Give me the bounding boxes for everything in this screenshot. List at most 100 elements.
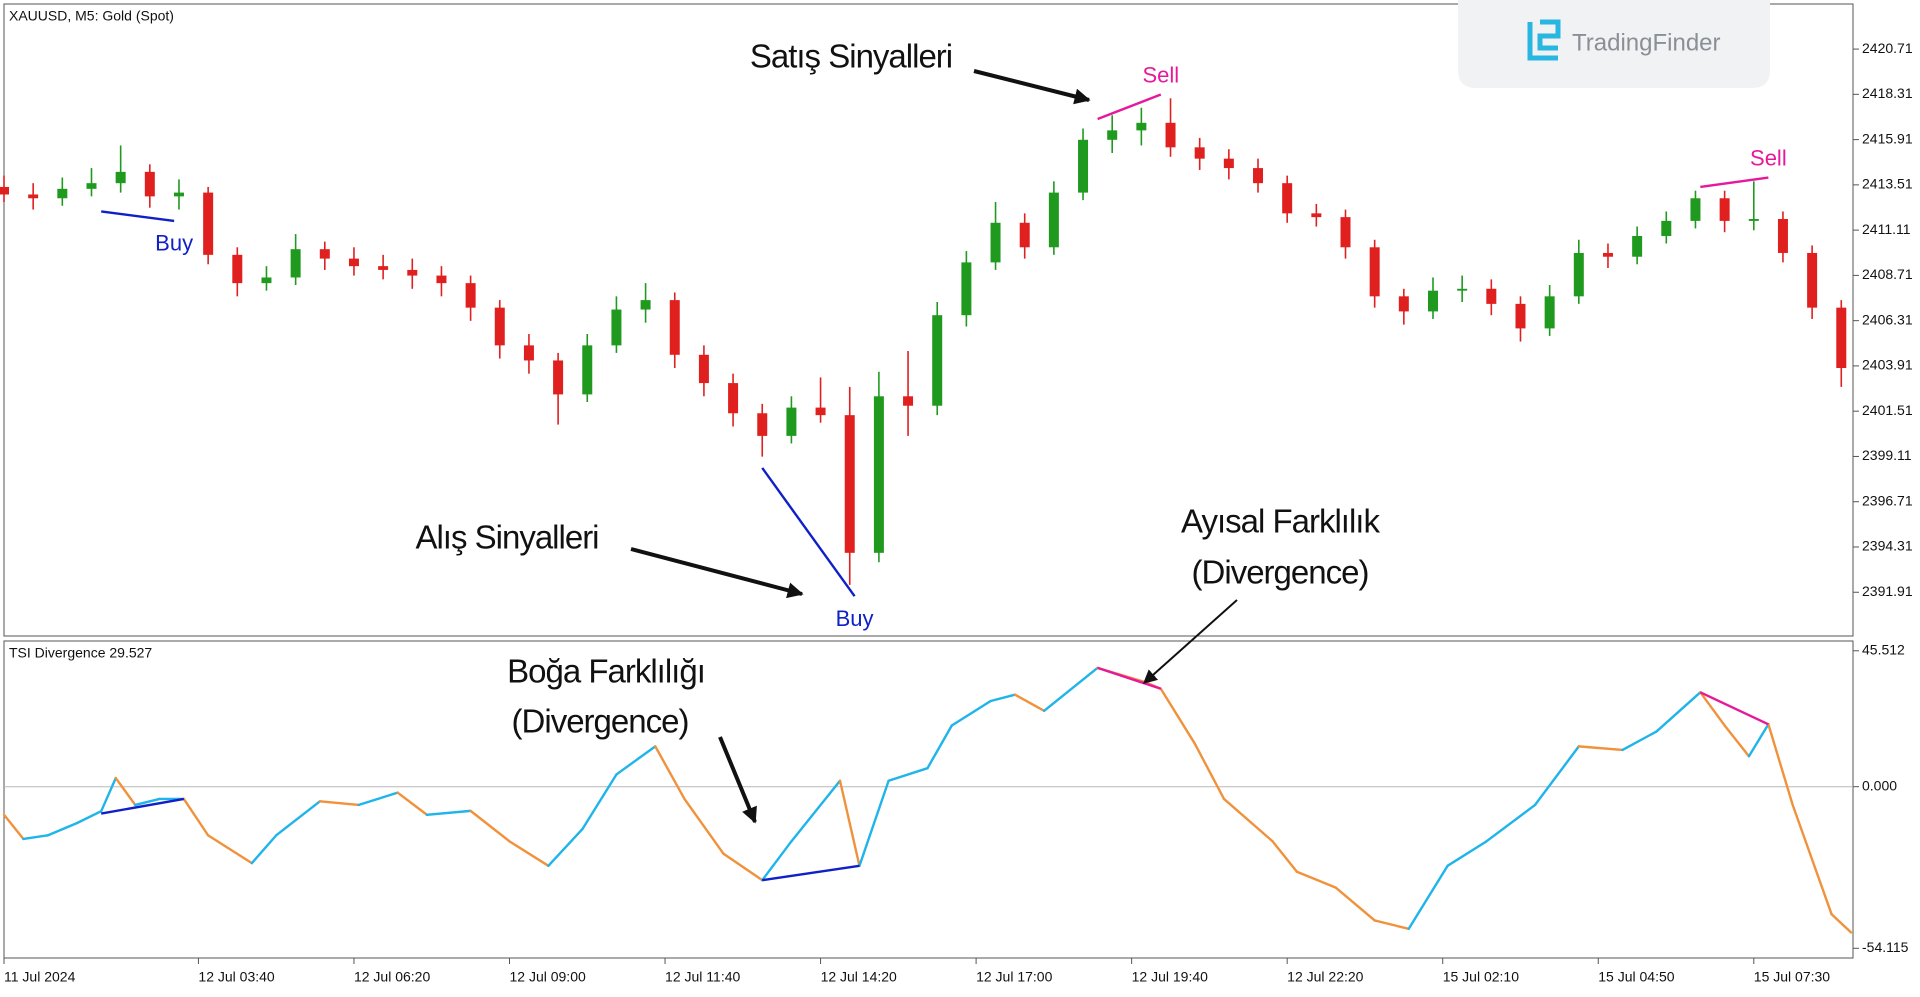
tsi-segment xyxy=(1699,691,1726,727)
marks xyxy=(0,93,1853,934)
candle-body xyxy=(1165,122,1176,148)
tsi-segment xyxy=(581,773,618,831)
signal-line xyxy=(1097,666,1162,690)
candle-body xyxy=(553,360,564,395)
candle-body xyxy=(232,254,243,284)
tsi-segment xyxy=(1407,864,1449,931)
candle-body xyxy=(1019,222,1030,248)
tsi-segment xyxy=(926,724,954,770)
tsi-segment xyxy=(508,840,550,868)
tsi-segment xyxy=(182,797,210,837)
tsi-segment xyxy=(2,813,25,841)
x-tick-label: 12 Jul 03:40 xyxy=(198,969,274,985)
tsi-segment xyxy=(1334,886,1376,922)
tsi-segment xyxy=(1042,666,1099,713)
candle-body xyxy=(28,194,39,199)
tsi-segment xyxy=(114,776,137,807)
candle-body xyxy=(1486,288,1497,304)
tsi-segment xyxy=(615,745,657,776)
x-tick-label: 12 Jul 17:00 xyxy=(976,969,1052,985)
candle-body xyxy=(1427,290,1438,312)
tsi-segment xyxy=(547,827,584,868)
y-tick-label: 2399.11 xyxy=(1862,447,1912,463)
tsi-segment xyxy=(761,840,793,882)
annotation-arrow xyxy=(718,736,757,824)
tsi-segment xyxy=(1577,745,1624,752)
y-tick-label: 2396.71 xyxy=(1862,492,1913,508)
signal-line xyxy=(1699,691,1769,726)
tsi-segment xyxy=(1159,687,1197,745)
candle-body xyxy=(261,277,272,284)
tsi-segment xyxy=(250,834,278,865)
annotation-arrow xyxy=(1142,599,1238,684)
candle-body xyxy=(1573,252,1584,297)
candle-body xyxy=(786,407,797,436)
tsi-segment xyxy=(1446,840,1488,868)
candle-body xyxy=(348,258,359,267)
candle-body xyxy=(1107,130,1118,140)
signal-line xyxy=(101,210,175,223)
candle-body xyxy=(1719,198,1730,221)
candle-body xyxy=(1748,219,1759,221)
y-tick-label: 2401.51 xyxy=(1862,402,1913,418)
y-tick-label: -54.115 xyxy=(1862,939,1909,955)
candle-body xyxy=(757,413,768,436)
candle-body xyxy=(1048,192,1059,248)
x-tick-label: 15 Jul 02:10 xyxy=(1443,969,1519,985)
candle-body xyxy=(203,192,214,255)
y-tick-label: 2420.71 xyxy=(1862,40,1913,56)
candle-body xyxy=(669,300,680,355)
candle-body xyxy=(1311,213,1322,218)
tsi-segment xyxy=(22,834,49,841)
candle-body xyxy=(815,407,826,416)
signal-label: Sell xyxy=(1750,145,1787,170)
candle-body xyxy=(1777,219,1788,253)
candle-body xyxy=(494,307,505,346)
tsi-segment xyxy=(425,809,472,816)
y-tick-label: 2394.31 xyxy=(1862,538,1913,554)
y-tick-label: 2413.51 xyxy=(1862,176,1913,192)
tsi-segment xyxy=(1533,745,1581,807)
tsi-segment xyxy=(1830,912,1853,934)
candle-body xyxy=(844,415,855,553)
tsi-segment xyxy=(1655,691,1702,733)
annotation: (Divergence) xyxy=(512,703,689,740)
annotation: Ayısal Farklılık xyxy=(1181,503,1380,540)
candle-body xyxy=(1661,220,1672,236)
candle-body xyxy=(1602,252,1613,257)
candle-body xyxy=(1807,252,1818,308)
logo-icon xyxy=(1527,19,1561,61)
x-tick-label: 11 Jul 2024 xyxy=(4,969,76,985)
x-tick-label: 12 Jul 11:40 xyxy=(665,969,740,985)
candle-body xyxy=(1836,307,1847,368)
tsi-segment xyxy=(950,699,992,727)
tsi-segment xyxy=(1013,693,1046,713)
y-tick-label: 2415.91 xyxy=(1862,130,1913,146)
signal-line xyxy=(1097,93,1162,121)
candle-body xyxy=(873,396,884,553)
indicator-panel-frame xyxy=(3,640,1854,959)
y-tick-label: 2418.31 xyxy=(1862,85,1913,101)
tsi-segment xyxy=(1373,919,1410,931)
tsi-segment xyxy=(396,791,429,816)
annotation: Boğa Farklılığı xyxy=(507,653,705,690)
x-tick-label: 12 Jul 06:20 xyxy=(354,969,430,985)
annotation: Alış Sinyalleri xyxy=(415,519,598,556)
tsi-segment xyxy=(357,791,399,807)
candle-body xyxy=(0,186,9,195)
annotation-arrow xyxy=(630,547,804,599)
panel-title: TSI Divergence 29.527 xyxy=(9,645,152,661)
candle-body xyxy=(1136,122,1147,131)
tsi-segment xyxy=(75,809,103,825)
y-tick-label: 2403.91 xyxy=(1862,357,1913,373)
candle-body xyxy=(1398,296,1409,312)
tsi-segment xyxy=(1767,723,1794,807)
tsi-segment xyxy=(858,779,890,868)
candle-body xyxy=(611,309,622,346)
tsi-segment xyxy=(887,766,929,782)
tsi-segment xyxy=(134,797,161,807)
candle-body xyxy=(290,249,301,278)
candle-body xyxy=(1282,183,1293,214)
